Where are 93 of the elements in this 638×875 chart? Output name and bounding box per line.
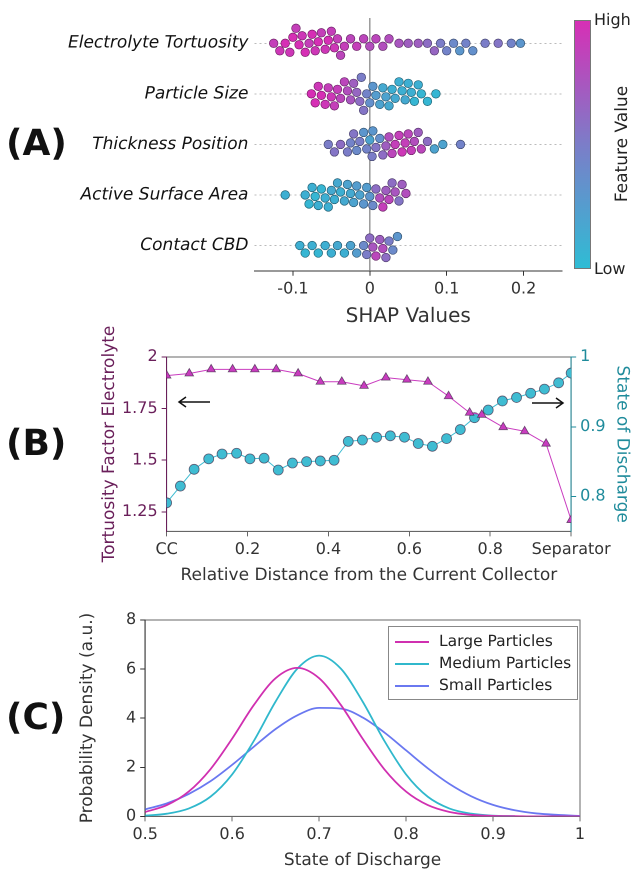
y2-tick-label: 1 bbox=[580, 346, 590, 366]
point bbox=[511, 392, 522, 403]
point bbox=[412, 438, 424, 449]
point bbox=[359, 380, 369, 389]
y-tick-label: 0 bbox=[126, 806, 136, 825]
point bbox=[272, 364, 281, 372]
x-tick-label: -0.1 bbox=[277, 278, 309, 298]
color-bar-label: High bbox=[594, 10, 631, 30]
x-tick-label: 0.5 bbox=[132, 824, 158, 844]
x-tick-label: 0.8 bbox=[393, 824, 419, 844]
point bbox=[477, 409, 486, 418]
y-tick-label: 6 bbox=[126, 658, 136, 678]
y-tick-label: 4 bbox=[126, 707, 136, 726]
point bbox=[301, 456, 312, 468]
y2-axis-title: State of Discharge bbox=[612, 366, 632, 523]
x-tick-label: 0.6 bbox=[219, 824, 245, 844]
point bbox=[427, 440, 438, 452]
point bbox=[287, 458, 298, 468]
y-tick-label: Electrolyte Tortuosity bbox=[68, 32, 250, 53]
y-tick-label: 8 bbox=[126, 609, 136, 628]
point bbox=[316, 376, 326, 385]
point bbox=[454, 424, 466, 435]
point bbox=[464, 407, 474, 416]
text: (A) bbox=[6, 122, 67, 166]
x-tick-label: 1 bbox=[574, 824, 586, 844]
point bbox=[228, 364, 238, 372]
x-tick-label: 0.4 bbox=[316, 539, 342, 558]
y-tick-label: 1.25 bbox=[122, 500, 158, 520]
y2-tick-label: 0.8 bbox=[580, 486, 606, 505]
text: (B) bbox=[6, 422, 66, 466]
point bbox=[250, 364, 260, 372]
point bbox=[371, 432, 382, 443]
y-tick-label: Thickness Position bbox=[92, 134, 248, 154]
x-tick-label: CC bbox=[155, 539, 178, 558]
x-tick-label: 0.2 bbox=[510, 278, 536, 298]
y-tick-label: Contact CBD bbox=[140, 234, 248, 255]
point bbox=[206, 364, 216, 372]
point bbox=[293, 368, 303, 376]
x-tick-label: Separator bbox=[532, 539, 612, 558]
y-tick-label: Active Surface Area bbox=[80, 184, 248, 204]
point bbox=[184, 368, 194, 376]
point bbox=[402, 374, 412, 383]
point bbox=[381, 372, 391, 381]
point bbox=[553, 377, 564, 388]
point bbox=[342, 436, 354, 447]
x-axis-title: SHAP Values bbox=[346, 303, 471, 328]
point bbox=[525, 388, 536, 399]
point bbox=[520, 426, 530, 434]
color-bar-label: Low bbox=[594, 258, 626, 279]
point bbox=[357, 434, 368, 446]
point bbox=[399, 432, 410, 443]
point bbox=[174, 480, 186, 492]
x-tick-label: 0.2 bbox=[234, 539, 260, 558]
point bbox=[441, 433, 452, 444]
x-tick-label: 0.9 bbox=[480, 824, 506, 844]
point bbox=[203, 453, 214, 464]
legend-label: Large Particles bbox=[439, 632, 553, 650]
point bbox=[384, 430, 396, 442]
point bbox=[482, 404, 494, 416]
y-tick-label: 1.75 bbox=[122, 398, 158, 417]
y-tick-label: Particle Size bbox=[144, 83, 248, 104]
x-axis-title: State of Discharge bbox=[284, 850, 442, 870]
point bbox=[444, 390, 454, 400]
color-bar-title: Feature Value bbox=[612, 86, 632, 203]
y-tick-label: 2 bbox=[147, 346, 158, 366]
x-tick-label: 0.7 bbox=[306, 824, 332, 844]
point bbox=[188, 464, 200, 475]
point bbox=[244, 453, 256, 464]
y2-tick-label: 0.9 bbox=[580, 416, 606, 435]
y-axis-title: Tortuosity Factor Electrolyte bbox=[98, 326, 119, 563]
y-tick-label: 1.5 bbox=[132, 449, 158, 468]
x-tick-label: 0.1 bbox=[434, 278, 460, 298]
point bbox=[231, 448, 242, 459]
point bbox=[216, 448, 228, 460]
point bbox=[541, 438, 551, 447]
legend-label: Small Particles bbox=[439, 676, 552, 694]
point bbox=[272, 464, 284, 476]
y-axis-title: Probability Density (a.u.) bbox=[77, 612, 98, 824]
x-axis-title: Relative Distance from the Current Collector bbox=[180, 565, 558, 586]
point bbox=[337, 376, 347, 385]
point bbox=[328, 454, 340, 466]
point bbox=[498, 422, 508, 430]
point bbox=[258, 452, 270, 464]
legend-label: Medium Particles bbox=[439, 654, 572, 672]
point bbox=[539, 384, 550, 394]
x-tick-label: 0.8 bbox=[478, 539, 503, 558]
point bbox=[496, 396, 508, 406]
point bbox=[314, 456, 326, 466]
text: (C) bbox=[6, 696, 66, 740]
x-tick-label: 0 bbox=[364, 278, 375, 298]
y-tick-label: 2 bbox=[126, 756, 136, 776]
x-tick-label: 0.6 bbox=[396, 539, 422, 558]
point bbox=[423, 376, 433, 385]
